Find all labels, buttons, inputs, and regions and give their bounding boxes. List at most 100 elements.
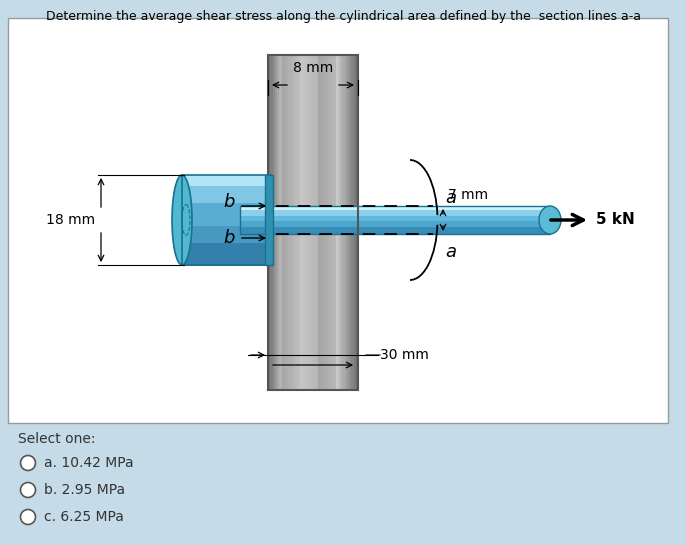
Bar: [270, 55, 272, 390]
Text: b. 2.95 MPa: b. 2.95 MPa: [44, 483, 125, 497]
Bar: [284, 55, 286, 390]
Bar: [300, 55, 302, 390]
Bar: [316, 55, 318, 390]
Bar: [182, 226, 271, 232]
Bar: [340, 55, 342, 390]
Bar: [182, 259, 271, 265]
Circle shape: [21, 456, 36, 470]
Ellipse shape: [547, 209, 558, 231]
Text: c. 6.25 MPa: c. 6.25 MPa: [44, 510, 124, 524]
Bar: [182, 192, 271, 198]
Bar: [182, 254, 271, 260]
Bar: [304, 55, 306, 390]
Bar: [311, 55, 313, 390]
Bar: [8, 18, 668, 423]
Bar: [338, 55, 340, 390]
Bar: [302, 55, 304, 390]
Text: Determine the average shear stress along the cylindrical area defined by the  se: Determine the average shear stress along…: [45, 10, 641, 23]
Bar: [318, 55, 320, 390]
Bar: [335, 55, 338, 390]
Text: a. 10.42 MPa: a. 10.42 MPa: [44, 456, 134, 470]
Bar: [240, 233, 550, 234]
Bar: [342, 55, 344, 390]
Bar: [182, 248, 271, 255]
Bar: [331, 55, 333, 390]
Text: 5 kN: 5 kN: [596, 213, 635, 227]
Ellipse shape: [539, 206, 561, 234]
Bar: [333, 55, 335, 390]
Bar: [240, 217, 550, 219]
Text: a: a: [445, 243, 456, 261]
Bar: [268, 55, 270, 390]
Text: b: b: [224, 229, 235, 247]
Bar: [240, 208, 550, 209]
Bar: [182, 209, 271, 215]
Bar: [351, 55, 353, 390]
Bar: [293, 55, 295, 390]
Bar: [240, 228, 550, 231]
Bar: [322, 55, 324, 390]
Bar: [240, 209, 550, 211]
Text: Select one:: Select one:: [18, 432, 95, 446]
Bar: [182, 175, 271, 265]
Bar: [313, 55, 316, 390]
Bar: [240, 230, 550, 232]
Circle shape: [21, 482, 36, 498]
Text: a: a: [445, 189, 456, 207]
Bar: [240, 231, 550, 233]
Text: 7 mm: 7 mm: [448, 188, 488, 202]
Bar: [297, 55, 300, 390]
Bar: [265, 175, 273, 265]
Bar: [182, 243, 271, 249]
Bar: [240, 206, 550, 208]
Bar: [182, 220, 271, 226]
Bar: [182, 214, 271, 221]
Bar: [324, 55, 327, 390]
Bar: [344, 55, 346, 390]
Bar: [290, 55, 293, 390]
Bar: [279, 55, 281, 390]
Bar: [240, 220, 550, 222]
Bar: [240, 223, 550, 225]
Bar: [240, 216, 550, 217]
Text: b: b: [224, 193, 235, 211]
Bar: [306, 55, 309, 390]
Bar: [281, 55, 284, 390]
Bar: [240, 214, 550, 216]
Bar: [353, 55, 356, 390]
Bar: [240, 206, 550, 234]
Ellipse shape: [172, 175, 192, 265]
Bar: [268, 55, 358, 390]
Circle shape: [21, 510, 36, 524]
Bar: [182, 203, 271, 209]
Bar: [329, 55, 331, 390]
Bar: [182, 175, 271, 265]
Bar: [182, 231, 271, 238]
Bar: [320, 55, 322, 390]
Bar: [277, 55, 279, 390]
Bar: [240, 219, 550, 221]
Bar: [182, 237, 271, 243]
Bar: [272, 55, 275, 390]
Bar: [240, 211, 550, 214]
Bar: [288, 55, 290, 390]
Bar: [182, 180, 271, 187]
Bar: [182, 197, 271, 204]
Bar: [309, 55, 311, 390]
Bar: [240, 213, 550, 215]
Bar: [182, 175, 271, 181]
Bar: [327, 55, 329, 390]
Bar: [240, 221, 550, 223]
Bar: [240, 210, 550, 212]
Bar: [240, 226, 550, 227]
Bar: [349, 55, 351, 390]
Bar: [356, 55, 358, 390]
Text: 30 mm: 30 mm: [380, 348, 429, 362]
Bar: [346, 55, 349, 390]
Bar: [182, 186, 271, 192]
Text: 18 mm: 18 mm: [46, 213, 95, 227]
Bar: [240, 224, 550, 226]
Bar: [295, 55, 297, 390]
Bar: [286, 55, 288, 390]
Bar: [275, 55, 277, 390]
